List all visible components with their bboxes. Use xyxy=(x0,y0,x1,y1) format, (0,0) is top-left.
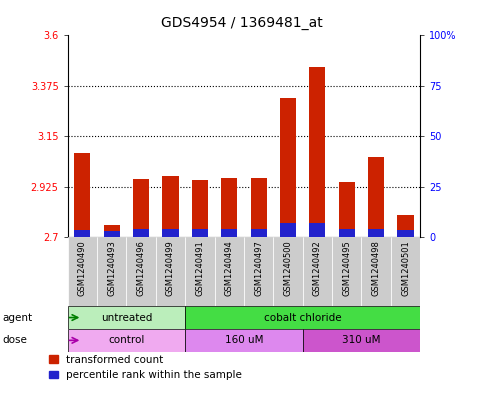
Bar xyxy=(221,178,237,237)
Bar xyxy=(185,329,303,352)
Text: GSM1240494: GSM1240494 xyxy=(225,240,234,296)
Text: GSM1240492: GSM1240492 xyxy=(313,240,322,296)
Bar xyxy=(192,229,208,237)
Text: GSM1240493: GSM1240493 xyxy=(107,240,116,296)
Text: GSM1240497: GSM1240497 xyxy=(254,240,263,296)
Bar xyxy=(214,237,244,306)
Text: GSM1240498: GSM1240498 xyxy=(371,240,381,296)
Bar xyxy=(280,98,296,237)
Bar xyxy=(303,329,420,352)
Bar xyxy=(68,306,185,329)
Text: GSM1240499: GSM1240499 xyxy=(166,240,175,296)
Text: GDS4954 / 1369481_at: GDS4954 / 1369481_at xyxy=(161,16,322,30)
Bar xyxy=(273,237,303,306)
Bar xyxy=(133,229,149,237)
Text: 160 uM: 160 uM xyxy=(225,335,263,345)
Bar xyxy=(74,230,90,237)
Text: GSM1240490: GSM1240490 xyxy=(78,240,87,296)
Text: agent: agent xyxy=(2,312,32,323)
Bar xyxy=(162,176,179,237)
Bar xyxy=(251,178,267,237)
Bar xyxy=(185,306,420,329)
Bar xyxy=(398,230,413,237)
Text: untreated: untreated xyxy=(100,312,152,323)
Bar xyxy=(244,237,273,306)
Bar xyxy=(104,225,120,237)
Bar xyxy=(398,215,413,237)
Legend: transformed count, percentile rank within the sample: transformed count, percentile rank withi… xyxy=(49,355,242,380)
Bar xyxy=(68,237,97,306)
Bar xyxy=(127,237,156,306)
Bar xyxy=(361,237,391,306)
Bar xyxy=(368,229,384,237)
Bar xyxy=(156,237,185,306)
Bar xyxy=(162,229,179,237)
Bar xyxy=(133,179,149,237)
Bar xyxy=(97,237,127,306)
Text: 310 uM: 310 uM xyxy=(342,335,381,345)
Bar xyxy=(251,229,267,237)
Text: control: control xyxy=(108,335,144,345)
Bar xyxy=(391,237,420,306)
Bar xyxy=(339,229,355,237)
Bar xyxy=(332,237,361,306)
Bar xyxy=(368,156,384,237)
Bar xyxy=(192,180,208,237)
Text: dose: dose xyxy=(2,335,28,345)
Text: GSM1240496: GSM1240496 xyxy=(137,240,145,296)
Bar xyxy=(221,229,237,237)
Bar xyxy=(309,224,326,237)
Text: GSM1240501: GSM1240501 xyxy=(401,240,410,296)
Text: GSM1240491: GSM1240491 xyxy=(195,240,204,296)
Text: GSM1240500: GSM1240500 xyxy=(284,240,293,296)
Bar xyxy=(74,153,90,237)
Text: GSM1240495: GSM1240495 xyxy=(342,240,351,296)
Bar xyxy=(104,231,120,237)
Bar xyxy=(68,329,185,352)
Bar xyxy=(309,67,326,237)
Bar xyxy=(185,237,214,306)
Text: cobalt chloride: cobalt chloride xyxy=(264,312,341,323)
Bar xyxy=(339,182,355,237)
Bar xyxy=(303,237,332,306)
Bar xyxy=(280,224,296,237)
